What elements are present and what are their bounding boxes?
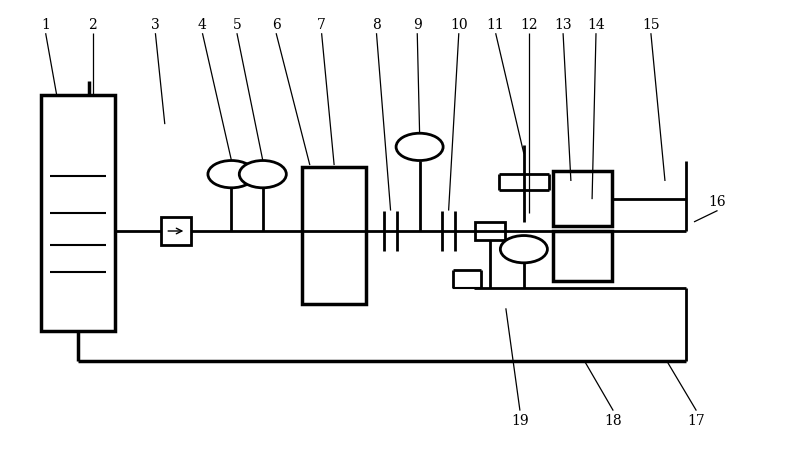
Text: 8: 8 xyxy=(372,18,381,32)
Text: 16: 16 xyxy=(709,195,726,209)
Text: 3: 3 xyxy=(151,18,160,32)
Text: 14: 14 xyxy=(587,18,605,32)
Circle shape xyxy=(396,134,443,161)
Circle shape xyxy=(239,161,286,188)
Text: 19: 19 xyxy=(511,413,529,427)
Text: 5: 5 xyxy=(233,18,242,32)
Text: 13: 13 xyxy=(554,18,572,32)
Bar xyxy=(302,168,366,304)
Text: 17: 17 xyxy=(687,413,706,427)
Text: 6: 6 xyxy=(272,18,281,32)
Circle shape xyxy=(208,161,255,188)
Bar xyxy=(41,95,115,332)
Text: 12: 12 xyxy=(521,18,538,32)
Text: 7: 7 xyxy=(317,18,326,32)
Text: 1: 1 xyxy=(41,18,50,32)
Circle shape xyxy=(500,236,547,263)
Text: 2: 2 xyxy=(88,18,97,32)
Text: 10: 10 xyxy=(450,18,468,32)
Text: 4: 4 xyxy=(198,18,207,32)
Bar xyxy=(553,172,612,227)
Text: 18: 18 xyxy=(605,413,622,427)
Bar xyxy=(475,223,505,240)
Text: 11: 11 xyxy=(486,18,505,32)
Bar xyxy=(161,218,190,245)
Text: 15: 15 xyxy=(642,18,660,32)
Bar xyxy=(553,232,612,282)
Text: 9: 9 xyxy=(413,18,422,32)
